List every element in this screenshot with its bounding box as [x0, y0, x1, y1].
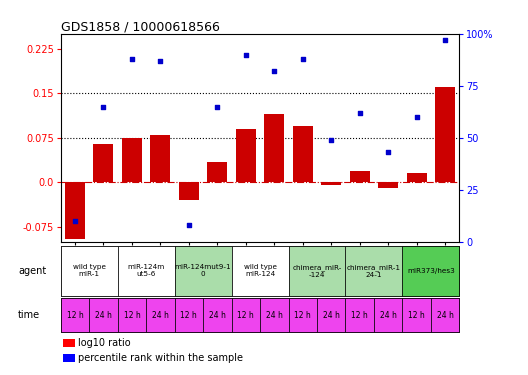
Text: time: time — [18, 310, 40, 320]
Bar — [288, 298, 317, 332]
Bar — [321, 182, 341, 185]
Text: percentile rank within the sample: percentile rank within the sample — [78, 353, 243, 363]
Text: 12 h: 12 h — [295, 310, 311, 320]
Text: 24 h: 24 h — [95, 310, 112, 320]
Text: 24 h: 24 h — [152, 310, 169, 320]
Bar — [150, 135, 171, 182]
Text: log10 ratio: log10 ratio — [78, 338, 131, 348]
Point — [270, 68, 278, 74]
Point — [441, 37, 449, 43]
Bar — [118, 298, 146, 332]
Text: wild type
miR-124: wild type miR-124 — [243, 264, 277, 278]
Bar — [378, 182, 398, 188]
Text: 12 h: 12 h — [408, 310, 425, 320]
Text: 12 h: 12 h — [238, 310, 254, 320]
Text: chimera_miR-1
24-1: chimera_miR-1 24-1 — [347, 264, 401, 278]
Bar — [232, 298, 260, 332]
Bar — [374, 298, 402, 332]
Bar — [208, 162, 227, 182]
Bar — [265, 114, 284, 182]
Bar — [293, 126, 313, 182]
Bar — [93, 144, 114, 182]
Point — [99, 104, 108, 110]
Bar — [175, 298, 203, 332]
Text: 24 h: 24 h — [209, 310, 226, 320]
Bar — [402, 298, 431, 332]
Point — [128, 56, 136, 62]
Bar — [435, 87, 455, 182]
Text: miR-124mut9-1
0: miR-124mut9-1 0 — [175, 264, 231, 278]
Text: 12 h: 12 h — [124, 310, 140, 320]
Bar — [232, 246, 288, 296]
Text: GDS1858 / 10000618566: GDS1858 / 10000618566 — [61, 21, 220, 34]
Bar — [61, 246, 118, 296]
Point — [327, 137, 335, 143]
Bar — [179, 182, 199, 200]
Text: 12 h: 12 h — [67, 310, 83, 320]
Bar — [317, 298, 345, 332]
Bar — [175, 246, 232, 296]
Text: wild type
miR-1: wild type miR-1 — [73, 264, 106, 278]
Bar — [402, 246, 459, 296]
Point — [213, 104, 222, 110]
Bar — [431, 298, 459, 332]
Point — [71, 218, 79, 224]
Bar — [345, 246, 402, 296]
Text: 24 h: 24 h — [323, 310, 340, 320]
Bar — [122, 138, 142, 182]
Text: miR-124m
ut5-6: miR-124m ut5-6 — [128, 264, 165, 278]
Point — [412, 114, 421, 120]
Text: chimera_miR-
-124: chimera_miR- -124 — [293, 264, 342, 278]
Point — [156, 58, 165, 64]
Text: 12 h: 12 h — [351, 310, 368, 320]
Bar — [203, 298, 232, 332]
Point — [298, 56, 307, 62]
Bar — [118, 246, 175, 296]
Bar — [288, 246, 345, 296]
Bar — [345, 298, 374, 332]
Bar — [89, 298, 118, 332]
Text: 24 h: 24 h — [266, 310, 282, 320]
Point — [355, 110, 364, 116]
Bar — [407, 174, 427, 182]
Bar — [236, 129, 256, 182]
Bar — [350, 171, 370, 182]
Bar — [260, 298, 288, 332]
Point — [185, 222, 193, 228]
Text: miR373/hes3: miR373/hes3 — [407, 268, 455, 274]
Bar — [61, 298, 89, 332]
Point — [242, 52, 250, 58]
Bar — [65, 182, 85, 239]
Text: agent: agent — [18, 266, 46, 276]
Text: 12 h: 12 h — [181, 310, 197, 320]
Text: 24 h: 24 h — [437, 310, 454, 320]
Bar — [146, 298, 175, 332]
Point — [384, 149, 392, 155]
Text: 24 h: 24 h — [380, 310, 397, 320]
